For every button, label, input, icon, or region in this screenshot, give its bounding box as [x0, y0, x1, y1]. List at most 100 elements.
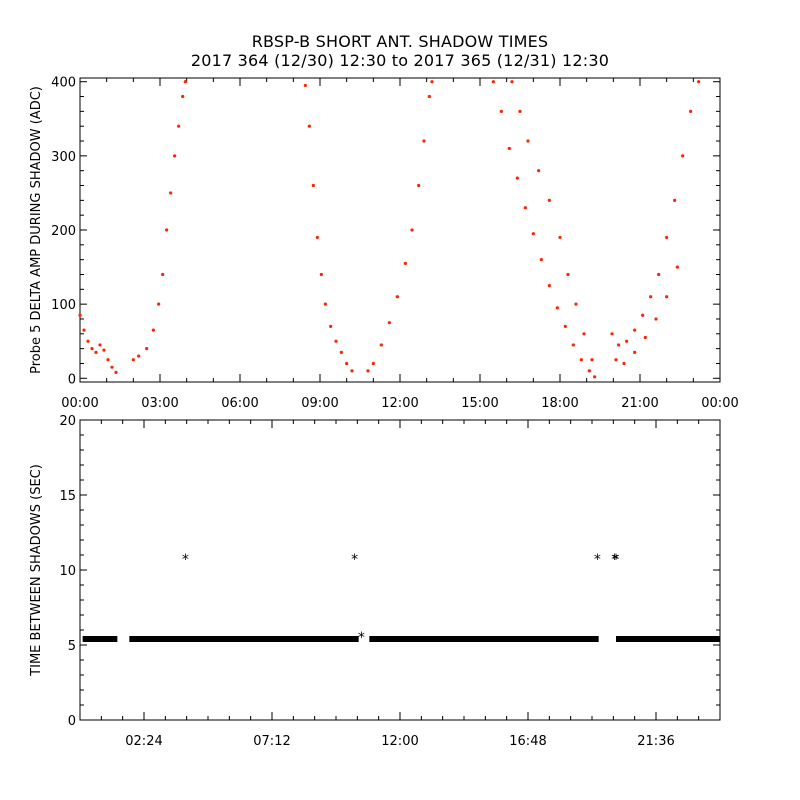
plot1-point — [510, 80, 514, 84]
plot1-point — [417, 183, 421, 188]
plot2-point: * — [611, 552, 618, 568]
plot1-point — [339, 350, 343, 354]
plot1-point — [582, 332, 586, 336]
plot1-x-tick-label: 00:00 — [701, 396, 738, 411]
plot1-point — [614, 358, 618, 362]
plot1-point — [114, 370, 118, 374]
plot1-point — [491, 80, 495, 84]
plot1-point — [106, 358, 110, 362]
plot2-point: * — [613, 552, 620, 568]
plot1-point — [641, 313, 645, 317]
chart-title: RBSP-B SHORT ANT. SHADOW TIMES — [251, 32, 549, 51]
plot1-y-tick-label: 100 — [51, 298, 76, 313]
plot1-point — [366, 369, 370, 373]
plot1-point — [345, 361, 349, 366]
plot1-point — [625, 339, 629, 343]
plot1-y-tick-label: 300 — [51, 150, 76, 165]
plot1-point — [145, 347, 149, 351]
plot1-point — [537, 169, 541, 173]
plot1-point — [173, 154, 177, 158]
plot1-point — [307, 124, 311, 128]
plot1-point — [499, 109, 503, 113]
plot2-y-tick-label: 0 — [68, 714, 76, 729]
plot2-baseline-band — [616, 636, 720, 642]
plot1-point — [657, 272, 661, 277]
plot1-point — [131, 358, 135, 362]
plot1-point — [665, 235, 669, 240]
plot1-point — [571, 343, 575, 347]
plot1-point — [515, 176, 519, 180]
plot1-point — [315, 235, 319, 240]
plot2-y-axis-label: TIME BETWEEN SHADOWS (SEC) — [29, 464, 44, 677]
plot1-point — [430, 80, 434, 84]
plot1-point — [558, 235, 562, 240]
plot1-point — [102, 348, 106, 352]
plot1-point — [610, 332, 614, 336]
plot2-x-tick-label: 21:36 — [637, 734, 674, 749]
plot1-y-tick-label: 0 — [68, 372, 76, 387]
plot1-point — [681, 154, 685, 158]
plot1-point — [665, 295, 669, 299]
plot1-point — [157, 302, 161, 306]
plot1-point — [323, 302, 327, 306]
plot1-y-tick-label: 200 — [51, 224, 76, 239]
plot1-point — [90, 347, 94, 351]
plot1-point — [574, 302, 578, 306]
plot1-point — [593, 375, 597, 379]
plot2-y-tick-label: 10 — [59, 564, 76, 579]
plot1-point — [590, 358, 594, 362]
plot1-y-tick-label: 400 — [51, 76, 76, 91]
plot1-point — [387, 321, 391, 325]
plot1-point — [98, 343, 102, 347]
plot1-point — [518, 109, 522, 113]
plot2-y-tick-label: 15 — [59, 489, 76, 504]
plot1-point — [410, 228, 414, 232]
plot1-point — [78, 313, 82, 317]
plot1-point — [181, 94, 185, 99]
plot1-point — [161, 272, 165, 277]
plot1-point — [539, 258, 543, 262]
plot2-baseline-band — [369, 636, 599, 642]
plot1-point — [165, 228, 169, 232]
plot1-x-tick-label: 00:00 — [61, 396, 98, 411]
plot2-x-tick-label: 07:12 — [253, 734, 290, 749]
plot1-point — [350, 369, 354, 373]
plot1-x-tick-label: 21:00 — [621, 396, 658, 411]
plot1-point — [526, 139, 530, 143]
plot1-point — [94, 350, 98, 354]
plot1-point — [319, 272, 323, 277]
plot2-frame — [79, 419, 721, 721]
plot2-y-tick-label: 5 — [68, 639, 76, 654]
plot1-point — [547, 198, 551, 202]
plot1-x-tick-label: 06:00 — [221, 396, 258, 411]
plot1-x-tick-label: 18:00 — [541, 396, 578, 411]
plot1-frame — [79, 77, 721, 383]
plot2-y-tick-label: 20 — [59, 414, 76, 429]
plot1-point — [633, 328, 637, 332]
plot1-point — [673, 198, 677, 202]
plot1-point — [86, 339, 90, 343]
plot1-point — [110, 365, 114, 369]
plot1-point — [151, 328, 155, 332]
plot2-x-tick-label: 12:00 — [381, 734, 418, 749]
plot1-point — [523, 206, 527, 210]
plot1-point — [329, 324, 333, 328]
plot1-x-tick-label: 15:00 — [461, 396, 498, 411]
plot1-point — [531, 232, 535, 236]
plot2-point: * — [358, 630, 365, 646]
plot1-point — [177, 124, 181, 128]
plot1-x-tick-label: 12:00 — [381, 396, 418, 411]
plot1-y-axis-label: Probe 5 DELTA AMP DURING SHADOW (ADC) — [29, 86, 44, 374]
plot1-point — [654, 317, 658, 321]
plot1-point — [395, 295, 399, 299]
plot1-point — [579, 358, 583, 362]
plot1-point — [169, 191, 173, 195]
plot1-point — [587, 369, 591, 373]
chart-subtitle: 2017 364 (12/30) 12:30 to 2017 365 (12/3… — [190, 51, 610, 70]
plot1-point — [311, 183, 315, 188]
plot1-point — [507, 146, 511, 151]
plot1-point — [633, 350, 637, 354]
plot1-point — [622, 361, 626, 366]
plot1-point — [689, 109, 693, 113]
